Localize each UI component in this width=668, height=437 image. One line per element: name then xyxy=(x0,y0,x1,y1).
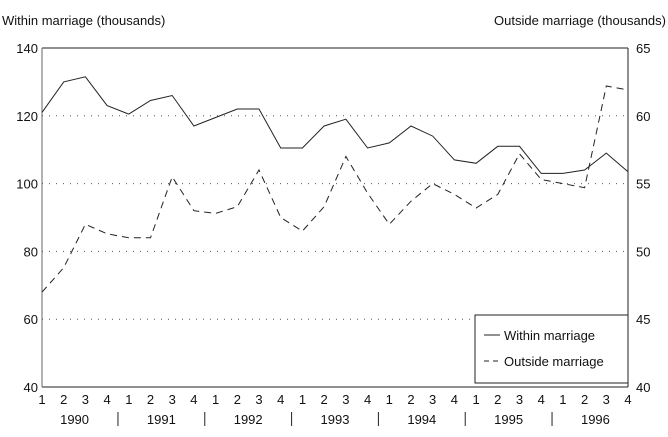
left-axis-title: Within marriage (thousands) xyxy=(2,13,165,28)
quarter-tick-label: 2 xyxy=(147,392,154,407)
right-tick-label: 65 xyxy=(636,41,650,56)
quarter-tick-label: 3 xyxy=(255,392,262,407)
left-tick-label: 120 xyxy=(16,109,38,124)
quarter-tick-label: 4 xyxy=(451,392,458,407)
left-tick-label: 100 xyxy=(16,177,38,192)
quarter-tick-label: 3 xyxy=(516,392,523,407)
series-line-within-marriage xyxy=(41,76,629,174)
left-tick-label: 140 xyxy=(16,41,38,56)
legend-label-outside: Outside marriage xyxy=(504,354,604,369)
year-label: 1991 xyxy=(147,412,176,427)
right-tick-label: 60 xyxy=(636,109,650,124)
quarter-tick-label: 2 xyxy=(60,392,67,407)
quarter-tick-label: 4 xyxy=(624,392,631,407)
quarter-tick-label: 2 xyxy=(321,392,328,407)
quarter-tick-label: 3 xyxy=(82,392,89,407)
right-axis-title: Outside marriage (thousands) xyxy=(494,13,666,28)
year-label: 1995 xyxy=(494,412,523,427)
quarter-tick-label: 2 xyxy=(234,392,241,407)
right-tick-label: 50 xyxy=(636,244,650,259)
legend-box xyxy=(474,314,629,384)
quarter-tick-label: 1 xyxy=(125,392,132,407)
year-label: 1994 xyxy=(407,412,436,427)
year-label: 1993 xyxy=(321,412,350,427)
quarter-tick-label: 3 xyxy=(342,392,349,407)
quarter-tick-label: 4 xyxy=(277,392,284,407)
quarter-tick-label: 3 xyxy=(429,392,436,407)
quarter-tick-label: 3 xyxy=(169,392,176,407)
right-tick-label: 40 xyxy=(636,380,650,395)
quarter-tick-label: 1 xyxy=(559,392,566,407)
left-tick-label: 40 xyxy=(24,380,38,395)
quarter-tick-label: 2 xyxy=(494,392,501,407)
quarter-tick-label: 3 xyxy=(603,392,610,407)
quarter-tick-label: 1 xyxy=(472,392,479,407)
left-tick-label: 80 xyxy=(24,244,38,259)
quarter-tick-label: 4 xyxy=(538,392,545,407)
right-tick-label: 55 xyxy=(636,177,650,192)
quarter-tick-label: 4 xyxy=(364,392,371,407)
quarter-tick-label: 2 xyxy=(581,392,588,407)
quarter-tick-label: 4 xyxy=(190,392,197,407)
quarter-tick-label: 2 xyxy=(407,392,414,407)
legend: Within marriage Outside marriage xyxy=(474,314,629,384)
quarter-tick-label: 1 xyxy=(299,392,306,407)
left-tick-label: 60 xyxy=(24,312,38,327)
quarter-tick-label: 4 xyxy=(103,392,110,407)
series-line-outside-marriage xyxy=(41,85,629,293)
year-label: 1992 xyxy=(234,412,263,427)
year-label: 1990 xyxy=(60,412,89,427)
quarter-tick-label: 1 xyxy=(386,392,393,407)
right-tick-label: 45 xyxy=(636,312,650,327)
quarter-tick-label: 1 xyxy=(212,392,219,407)
year-label: 1996 xyxy=(581,412,610,427)
quarter-tick-label: 1 xyxy=(38,392,45,407)
legend-label-within: Within marriage xyxy=(504,328,595,343)
